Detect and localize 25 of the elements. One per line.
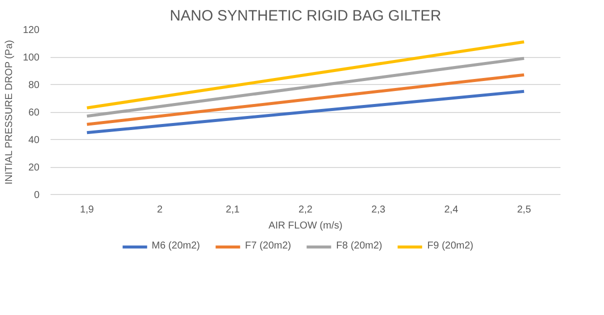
x-tick-label: 2,1 — [226, 204, 240, 216]
legend-label: F8 (20m2) — [336, 240, 382, 252]
x-tick-label: 1,9 — [80, 204, 94, 216]
y-tick-label: 120 — [22, 25, 40, 36]
x-axis-title: AIR FLOW (m/s) — [268, 220, 342, 232]
legend-label: F9 (20m2) — [427, 240, 474, 252]
x-tick-label: 2 — [157, 204, 164, 216]
line-series — [85, 40, 526, 110]
chart-title: NANO SYNTHETIC RIGID BAG GILTER — [170, 8, 442, 24]
y-tick-label: 0 — [34, 190, 40, 201]
legend-label: F7 (20m2) — [244, 240, 292, 252]
y-tick-label: 20 — [28, 162, 40, 174]
x-tick-label: 2,3 — [371, 204, 386, 216]
y-tick-label: 80 — [28, 80, 40, 91]
legend-label: M6 (20m2) — [152, 240, 200, 252]
x-tick-label: 2,5 — [517, 204, 532, 216]
x-tick-label: 2,2 — [298, 204, 313, 216]
x-tick-label: 2,4 — [444, 204, 459, 216]
y-tick-label: 100 — [22, 52, 40, 64]
line-series — [85, 73, 526, 126]
y-axis-title: INITIAL PRESSURE DROP (Pa) — [4, 40, 15, 185]
line-series — [85, 90, 526, 134]
y-tick-label: 40 — [28, 135, 40, 146]
line-series — [85, 56, 526, 118]
y-tick-label: 60 — [28, 108, 40, 118]
